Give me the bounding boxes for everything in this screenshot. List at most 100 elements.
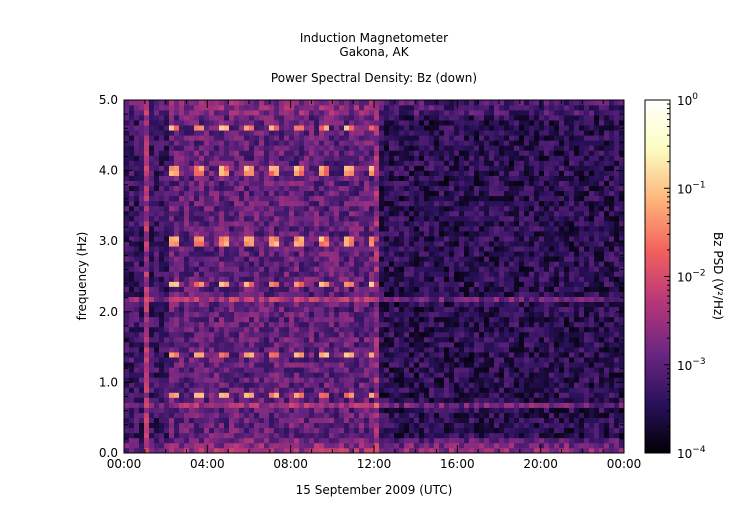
heatmap-cell — [449, 226, 455, 232]
heatmap-cell — [404, 447, 410, 454]
heatmap-cell — [364, 402, 370, 408]
heatmap-cell — [284, 372, 290, 378]
heatmap-cell — [149, 372, 155, 378]
heatmap-cell — [159, 241, 165, 247]
heatmap-cell — [209, 105, 215, 111]
heatmap-cell — [259, 135, 265, 141]
heatmap-cell — [154, 402, 160, 408]
heatmap-cell — [454, 311, 460, 318]
heatmap-cell — [174, 342, 180, 348]
heatmap-cell — [304, 190, 310, 197]
heatmap-cell — [244, 170, 250, 176]
heatmap-cell — [419, 175, 425, 181]
heatmap-cell — [184, 432, 190, 439]
heatmap-cell — [229, 402, 235, 408]
heatmap-cell — [169, 100, 175, 106]
heatmap-cell — [419, 387, 425, 393]
heatmap-cell — [189, 412, 195, 418]
heatmap-cell — [354, 407, 360, 413]
heatmap-cell — [239, 125, 245, 131]
heatmap-cell — [224, 377, 230, 383]
heatmap-cell — [444, 241, 450, 247]
heatmap-cell — [244, 427, 250, 434]
heatmap-cell — [254, 120, 260, 126]
heatmap-cell — [359, 175, 365, 181]
heatmap-cell — [224, 170, 230, 176]
heatmap-cell — [134, 221, 140, 227]
heatmap-cell — [474, 291, 480, 297]
heatmap-cell — [399, 226, 405, 232]
heatmap-cell — [174, 115, 180, 121]
heatmap-cell — [429, 195, 435, 202]
heatmap-cell — [349, 377, 355, 383]
heatmap-cell — [214, 337, 220, 343]
heatmap-cell — [179, 160, 185, 166]
heatmap-cell — [459, 432, 465, 439]
heatmap-cell — [359, 276, 365, 282]
heatmap-cell — [399, 125, 405, 131]
heatmap-cell — [364, 215, 370, 222]
heatmap-cell — [274, 316, 280, 323]
heatmap-cell — [239, 392, 245, 398]
heatmap-cell — [174, 432, 180, 439]
heatmap-cell — [419, 261, 425, 267]
heatmap-cell — [284, 226, 290, 232]
heatmap-cell — [284, 306, 290, 313]
heatmap-cell — [409, 271, 415, 277]
heatmap-cell — [384, 342, 390, 348]
heatmap-cell — [414, 215, 420, 222]
heatmap-cell — [409, 276, 415, 282]
heatmap-cell — [459, 357, 465, 363]
heatmap-cell — [224, 326, 230, 333]
heatmap-cell — [229, 326, 235, 333]
heatmap-cell — [284, 190, 290, 197]
heatmap-cell — [404, 266, 410, 272]
heatmap-cell — [189, 175, 195, 181]
heatmap-cell — [384, 417, 390, 424]
heatmap-cell — [424, 115, 430, 121]
heatmap-cell — [234, 120, 240, 126]
heatmap-cell — [394, 412, 400, 418]
heatmap-cell — [179, 342, 185, 348]
heatmap-cell — [464, 442, 470, 449]
heatmap-cell — [299, 422, 305, 429]
heatmap-cell — [449, 120, 455, 126]
heatmap-cell — [274, 221, 280, 227]
heatmap-cell — [334, 170, 340, 176]
heatmap-cell — [154, 115, 160, 121]
heatmap-cell — [419, 205, 425, 212]
heatmap-cell — [414, 377, 420, 383]
heatmap-cell — [459, 160, 465, 166]
heatmap-cell — [469, 145, 475, 151]
heatmap-cell — [269, 306, 275, 313]
heatmap-cell — [199, 130, 205, 136]
heatmap-cell — [309, 120, 315, 126]
heatmap-cell — [299, 271, 305, 277]
heatmap-cell — [224, 412, 230, 418]
heatmap-cell — [189, 251, 195, 257]
heatmap-cell — [414, 190, 420, 197]
heatmap-cell — [279, 175, 285, 181]
heatmap-cell — [184, 195, 190, 202]
heatmap-cell — [324, 145, 330, 151]
heatmap-cell — [194, 231, 200, 237]
heatmap-cell — [424, 226, 430, 232]
heatmap-cell — [334, 392, 340, 398]
heatmap-cell — [179, 377, 185, 383]
heatmap-cell — [204, 190, 210, 197]
heatmap-cell — [419, 326, 425, 333]
heatmap-cell — [174, 155, 180, 161]
heatmap-cell — [339, 180, 345, 187]
heatmap-cell — [249, 296, 255, 303]
heatmap-cell — [379, 215, 385, 222]
heatmap-cell — [214, 261, 220, 267]
heatmap-cell — [314, 337, 320, 343]
heatmap-cell — [174, 130, 180, 136]
heatmap-cell — [179, 422, 185, 429]
heatmap-cell — [124, 362, 130, 368]
heatmap-cell — [219, 347, 225, 353]
heatmap-cell — [299, 367, 305, 373]
heatmap-cell — [189, 205, 195, 212]
heatmap-cell — [169, 175, 175, 181]
